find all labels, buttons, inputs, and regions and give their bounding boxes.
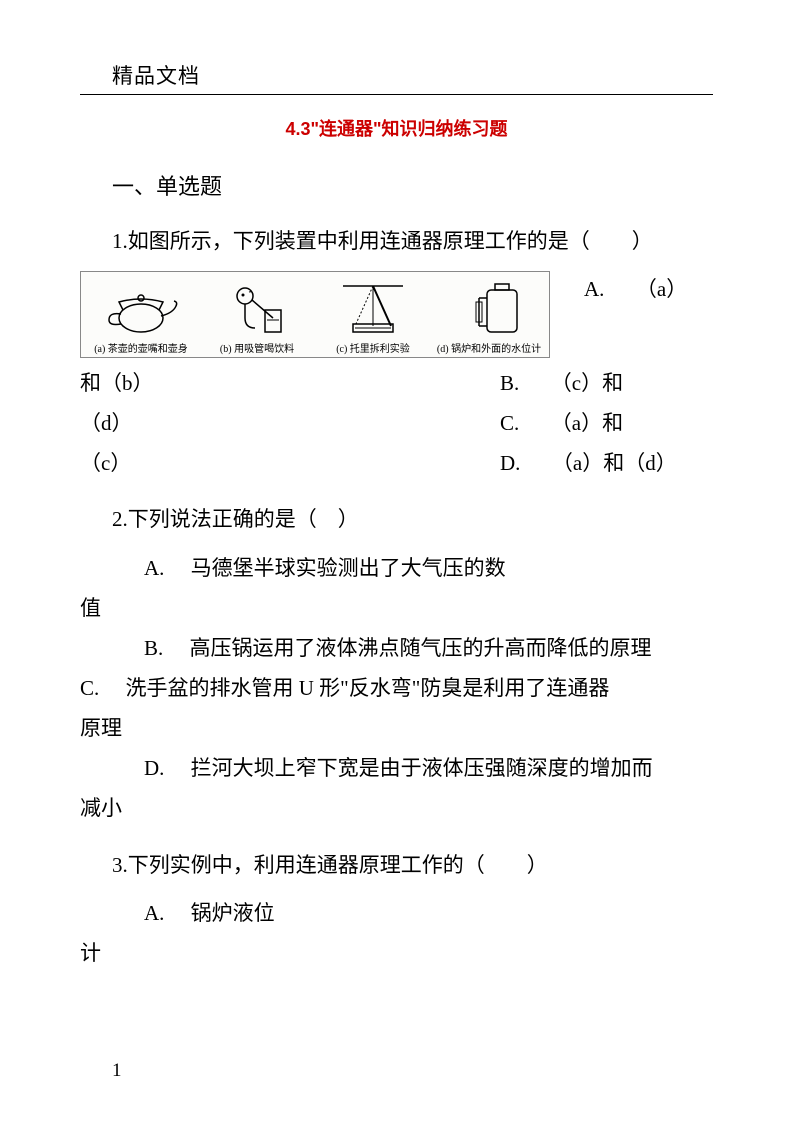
q1-row3-left: （c）: [80, 444, 500, 484]
q1-row2-left: （d）: [80, 404, 500, 444]
q1-row1-left: 和（b）: [80, 364, 500, 404]
q2-options: A. 马德堡半球实验测出了大气压的数 值 B. 高压锅运用了液体沸点随气压的升高…: [80, 549, 713, 828]
q2-c-line2: 原理: [80, 709, 713, 749]
q1-option-a-start: A. （a）: [550, 271, 687, 309]
figure-b-caption: (b) 用吸管喝饮料: [220, 340, 294, 355]
teapot-icon: [91, 278, 191, 338]
figure-b: (b) 用吸管喝饮料: [205, 278, 309, 355]
q1-options: 和（b） B. （c）和 （d） C. （a）和 （c） D. （a）和（d）: [80, 364, 713, 484]
q3-options: A. 锅炉液位 计: [80, 894, 713, 974]
figure-d: (d) 锅炉和外面的水位计: [437, 278, 541, 355]
question-1: 1.如图所示，下列装置中利用连通器原理工作的是（ ） (a) 茶壶的壶嘴和壶身: [80, 223, 713, 483]
q3-a-line1: A. 锅炉液位: [80, 894, 713, 934]
page-number: 1: [112, 1060, 122, 1082]
q1-figure-box: (a) 茶壶的壶嘴和壶身 (b) 用吸管喝饮料: [80, 271, 550, 358]
q1-figure-row: (a) 茶壶的壶嘴和壶身 (b) 用吸管喝饮料: [80, 271, 713, 358]
q2-d-line2: 减小: [80, 789, 713, 829]
figure-d-caption: (d) 锅炉和外面的水位计: [437, 340, 541, 355]
figure-c: (c) 托里拆利实验: [321, 278, 425, 355]
figure-a: (a) 茶壶的壶嘴和壶身: [89, 278, 193, 355]
q1-row2-right: C. （a）和: [500, 404, 713, 444]
document-header: 精品文档: [80, 60, 713, 95]
question-2: 2.下列说法正确的是（ ） A. 马德堡半球实验测出了大气压的数 值 B. 高压…: [80, 501, 713, 828]
q2-c-line1: C. 洗手盆的排水管用 U 形"反水弯"防臭是利用了连通器: [80, 669, 713, 709]
q2-a-line2: 值: [80, 589, 713, 629]
figure-a-caption: (a) 茶壶的壶嘴和壶身: [94, 340, 188, 355]
figure-c-caption: (c) 托里拆利实验: [336, 340, 410, 355]
q2-b-line1: B. 高压锅运用了液体沸点随气压的升高而降低的原理: [80, 629, 713, 669]
q2-a-line1: A. 马德堡半球实验测出了大气压的数: [80, 549, 713, 589]
question-3: 3.下列实例中，利用连通器原理工作的（ ） A. 锅炉液位 计: [80, 847, 713, 975]
q1-text: 1.如图所示，下列装置中利用连通器原理工作的是（ ）: [80, 223, 713, 261]
q2-d-line1: D. 拦河大坝上窄下宽是由于液体压强随深度的增加而: [80, 749, 713, 789]
q1-row1-right: B. （c）和: [500, 364, 713, 404]
section-heading: 一、单选题: [80, 169, 713, 201]
q3-text: 3.下列实例中，利用连通器原理工作的（ ）: [80, 847, 713, 885]
boiler-gauge-icon: [439, 278, 539, 338]
header-label: 精品文档: [112, 64, 200, 88]
torricelli-icon: [323, 278, 423, 338]
q2-text: 2.下列说法正确的是（ ）: [80, 501, 713, 539]
q3-a-line2: 计: [80, 934, 713, 974]
straw-drink-icon: [207, 278, 307, 338]
document-title: 4.3"连通器"知识归纳练习题: [80, 115, 713, 141]
q1-row3-right: D. （a）和（d）: [500, 444, 713, 484]
